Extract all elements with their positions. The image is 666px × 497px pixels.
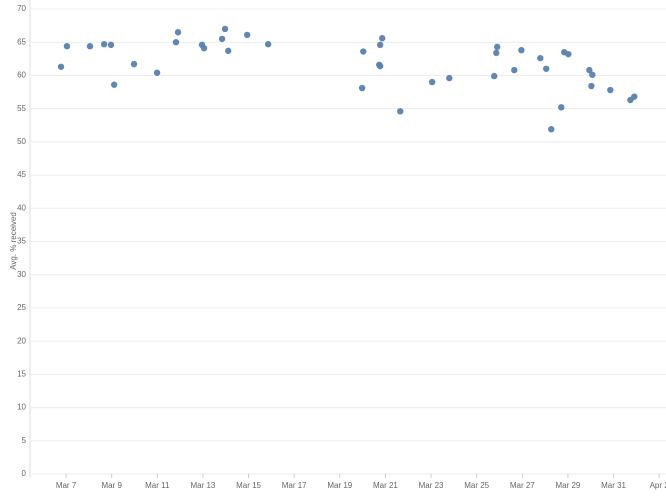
data-point	[379, 35, 386, 42]
data-point	[110, 81, 118, 88]
data-point	[174, 29, 182, 36]
data-point	[358, 84, 366, 92]
data-point	[376, 62, 384, 70]
y-tick-label: 5	[22, 436, 27, 445]
x-tick-label: Mar 27	[510, 481, 535, 490]
y-tick-label: 65	[17, 37, 26, 46]
x-tick-label: Mar 13	[190, 481, 215, 490]
y-tick-label: 70	[17, 4, 26, 13]
data-point	[264, 41, 272, 48]
data-point	[397, 108, 404, 115]
data-point	[548, 126, 555, 133]
y-tick-label: 50	[17, 137, 26, 146]
data-point	[493, 43, 501, 51]
x-tick-label: Mar 19	[327, 481, 352, 490]
data-point	[225, 47, 232, 55]
data-point	[446, 74, 453, 82]
y-tick-label: 60	[17, 71, 26, 80]
y-tick-label: 55	[17, 104, 26, 113]
y-tick-label: 15	[17, 369, 26, 378]
x-tick-label: Mar 17	[282, 481, 307, 490]
data-point	[491, 72, 498, 80]
y-tick-label: 20	[17, 336, 26, 345]
y-tick-label: 10	[17, 403, 26, 412]
x-tick-label: Mar 21	[373, 481, 398, 490]
data-point	[588, 82, 595, 90]
data-point	[428, 78, 436, 86]
data-point	[558, 104, 565, 111]
x-tick-label: Mar 15	[236, 481, 261, 490]
data-point	[511, 66, 518, 74]
data-point	[63, 43, 71, 50]
data-point	[218, 35, 226, 43]
x-tick-label: Mar 31	[601, 481, 626, 490]
data-point	[586, 66, 593, 74]
data-point	[589, 71, 596, 78]
y-tick-label: 35	[17, 237, 26, 246]
y-tick-label: 0	[22, 469, 27, 478]
data-point	[543, 65, 550, 72]
x-tick-label: Mar 29	[555, 481, 580, 490]
y-tick-label: 40	[17, 203, 26, 212]
data-point	[200, 44, 208, 52]
data-point	[153, 69, 161, 76]
y-tick-label: 25	[17, 303, 26, 312]
data-point	[565, 50, 572, 58]
data-point	[493, 49, 500, 57]
x-tick-label: Mar 7	[56, 481, 77, 490]
data-point	[376, 41, 384, 49]
data-point	[631, 93, 638, 100]
data-point	[607, 86, 614, 94]
data-point	[360, 48, 367, 55]
y-axis-title: Avg. % received	[9, 212, 18, 270]
y-tick-label: 45	[17, 170, 26, 179]
data-point	[243, 31, 251, 39]
x-tick-label: Apr 2	[650, 481, 666, 490]
data-point	[221, 25, 229, 33]
data-point	[130, 60, 138, 68]
x-tick-label: Mar 23	[419, 481, 444, 490]
data-point	[537, 54, 544, 62]
data-point	[57, 63, 65, 70]
data-point	[518, 46, 525, 54]
x-tick-label: Mar 25	[464, 481, 489, 490]
data-point	[107, 41, 115, 49]
x-tick-label: Mar 9	[101, 481, 122, 490]
x-tick-label: Mar 11	[145, 481, 170, 490]
data-point	[100, 41, 108, 48]
y-tick-label: 30	[17, 270, 26, 279]
data-point	[86, 43, 94, 50]
data-point	[172, 39, 180, 46]
